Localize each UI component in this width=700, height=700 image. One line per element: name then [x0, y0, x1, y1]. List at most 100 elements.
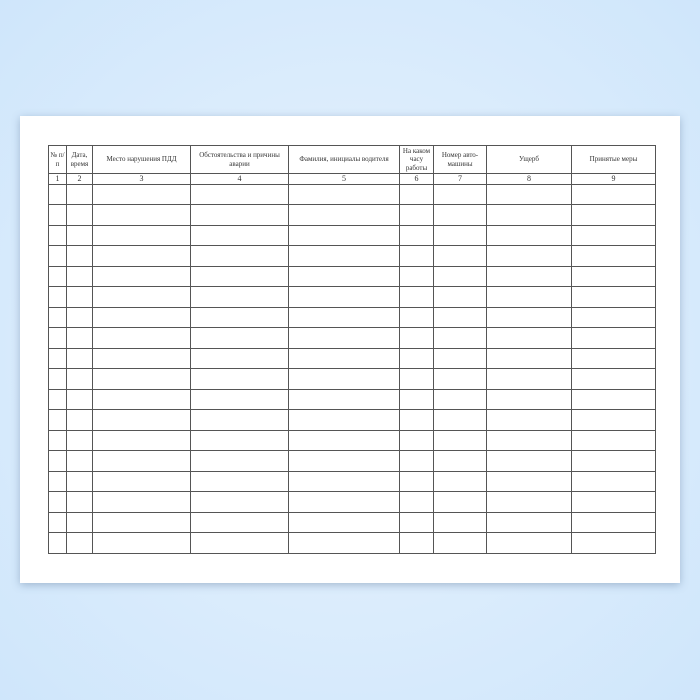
- column-header: Принятые меры: [571, 145, 656, 174]
- table-cell: [48, 470, 67, 493]
- table-row: [48, 491, 656, 513]
- table-cell: [190, 491, 289, 513]
- table-cell: [433, 470, 487, 493]
- table-cell: [92, 204, 191, 226]
- table-cell: [399, 347, 434, 370]
- table-cell: [399, 204, 434, 226]
- table-cell: [92, 183, 191, 206]
- table-cell: [66, 245, 93, 267]
- table-cell: [399, 532, 434, 554]
- table-cell: [571, 429, 656, 452]
- table-cell: [66, 265, 93, 288]
- table-cell: [486, 491, 572, 513]
- table-cell: [190, 204, 289, 226]
- table-cell: [288, 265, 400, 288]
- table-cell: [486, 388, 572, 411]
- table-cell: [92, 388, 191, 411]
- table-cell: [48, 306, 67, 329]
- table-cell: [433, 327, 487, 349]
- table-cell: [288, 532, 400, 554]
- table-cell: [92, 450, 191, 472]
- table-cell: [190, 306, 289, 329]
- table-cell: [92, 429, 191, 452]
- column-header: Дата, время: [66, 145, 93, 174]
- table-cell: [399, 511, 434, 534]
- table-cell: [571, 327, 656, 349]
- table-cell: [48, 368, 67, 390]
- column-header: Место нарушения ПДД: [92, 145, 191, 174]
- table-cell: [433, 491, 487, 513]
- table-cell: [433, 245, 487, 267]
- table-cell: [486, 204, 572, 226]
- table-cell: [571, 368, 656, 390]
- table-cell: [48, 429, 67, 452]
- table-cell: [190, 409, 289, 431]
- table-cell: [48, 224, 67, 247]
- table-cell: [486, 245, 572, 267]
- table-cell: [92, 409, 191, 431]
- table-cell: [433, 183, 487, 206]
- table-cell: [399, 265, 434, 288]
- table-row: [48, 183, 656, 206]
- table-cell: [433, 224, 487, 247]
- table-cell: [48, 450, 67, 472]
- table-cell: [571, 409, 656, 431]
- table-cell: [288, 388, 400, 411]
- table-cell: [486, 450, 572, 472]
- table-cell: [48, 204, 67, 226]
- table-cell: [433, 368, 487, 390]
- column-header: Ущерб: [486, 145, 572, 174]
- table-cell: [399, 429, 434, 452]
- table-cell: [66, 204, 93, 226]
- table-cell: [571, 286, 656, 308]
- table-row: [48, 368, 656, 390]
- form-sheet: № п/п Дата, время Место нарушения ПДД Обсто…: [20, 116, 680, 583]
- table-cell: [486, 470, 572, 493]
- table-cell: [288, 450, 400, 472]
- table-cell: [571, 450, 656, 472]
- table-cell: [48, 491, 67, 513]
- table-cell: [399, 491, 434, 513]
- table-cell: [288, 286, 400, 308]
- table-cell: [66, 368, 93, 390]
- table-cell: [190, 511, 289, 534]
- table-cell: [486, 286, 572, 308]
- table-cell: [48, 532, 67, 554]
- table-cell: [48, 388, 67, 411]
- table-cell: [288, 511, 400, 534]
- table-cell: [92, 327, 191, 349]
- table-cell: [288, 491, 400, 513]
- table-cell: [486, 224, 572, 247]
- table-cell: [48, 327, 67, 349]
- column-number: 7: [433, 173, 487, 185]
- table-cell: [92, 491, 191, 513]
- table-cell: [288, 409, 400, 431]
- table-cell: [433, 409, 487, 431]
- table-cell: [92, 368, 191, 390]
- column-number: 3: [92, 173, 191, 185]
- table-cell: [288, 306, 400, 329]
- table-cell: [486, 327, 572, 349]
- column-number: 8: [486, 173, 572, 185]
- table-cell: [66, 429, 93, 452]
- table-cell: [66, 450, 93, 472]
- table-cell: [486, 265, 572, 288]
- column-header: На каком часу работы: [399, 145, 434, 174]
- column-header: Номер авто-машины: [433, 145, 487, 174]
- table-cell: [433, 286, 487, 308]
- table-cell: [433, 204, 487, 226]
- table-cell: [571, 183, 656, 206]
- column-header: Фамилия, инициалы водителя: [288, 145, 400, 174]
- table-cell: [433, 265, 487, 288]
- table-row: [48, 511, 656, 534]
- table-cell: [433, 511, 487, 534]
- table-cell: [288, 368, 400, 390]
- table-cell: [288, 470, 400, 493]
- table-cell: [288, 245, 400, 267]
- column-number: 6: [399, 173, 434, 185]
- table-row: [48, 265, 656, 288]
- table-cell: [190, 388, 289, 411]
- column-header: Обстоятельства и причины аварии: [190, 145, 289, 174]
- table-cell: [571, 388, 656, 411]
